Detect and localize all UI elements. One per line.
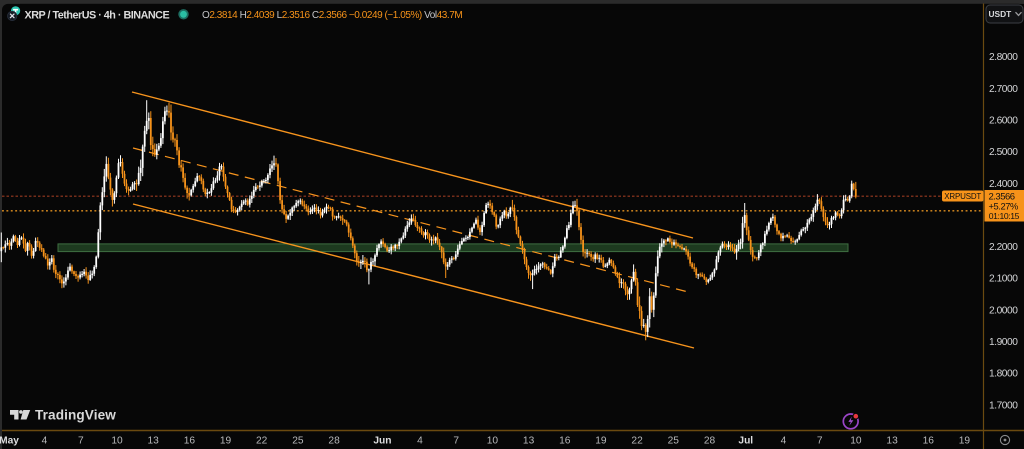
- svg-text:O2.3814 H2.4039 L2.3516 C2.356: O2.3814 H2.4039 L2.3516 C2.3566 −0.0249 …: [202, 10, 462, 21]
- svg-text:7: 7: [453, 436, 459, 447]
- svg-text:4: 4: [417, 436, 423, 447]
- svg-text:10: 10: [487, 436, 499, 447]
- svg-text:28: 28: [328, 436, 340, 447]
- svg-text:2.5000: 2.5000: [989, 147, 1018, 158]
- svg-text:7: 7: [817, 436, 823, 447]
- svg-text:XRP / TetherUS · 4h · BINANCE: XRP / TetherUS · 4h · BINANCE: [25, 9, 170, 21]
- svg-text:25: 25: [292, 436, 304, 447]
- svg-text:16: 16: [923, 436, 935, 447]
- svg-text:10: 10: [111, 436, 123, 447]
- svg-text:25: 25: [668, 436, 680, 447]
- svg-text:1.7000: 1.7000: [989, 400, 1018, 411]
- svg-text:13: 13: [523, 436, 535, 447]
- svg-text:7: 7: [78, 436, 84, 447]
- svg-text:2.4000: 2.4000: [989, 179, 1018, 190]
- svg-text:USDT: USDT: [989, 9, 1013, 19]
- svg-text:2.0000: 2.0000: [989, 305, 1018, 316]
- svg-text:16: 16: [559, 436, 571, 447]
- svg-text:22: 22: [631, 436, 643, 447]
- svg-text:2.7000: 2.7000: [989, 84, 1018, 95]
- svg-text:16: 16: [184, 436, 196, 447]
- svg-text:TradingView: TradingView: [35, 408, 116, 423]
- svg-text:10: 10: [850, 436, 862, 447]
- svg-text:1.9000: 1.9000: [989, 337, 1018, 348]
- svg-text:13: 13: [148, 436, 160, 447]
- svg-text:19: 19: [959, 436, 971, 447]
- svg-text:1.8000: 1.8000: [989, 369, 1018, 380]
- svg-text:XRPUSDT: XRPUSDT: [944, 192, 981, 201]
- svg-text:22: 22: [256, 436, 268, 447]
- svg-text:May: May: [0, 436, 19, 447]
- svg-text:2.6000: 2.6000: [989, 116, 1018, 127]
- svg-text:4: 4: [42, 436, 48, 447]
- svg-text:Jun: Jun: [373, 436, 391, 447]
- svg-text:13: 13: [886, 436, 898, 447]
- svg-text:2.8000: 2.8000: [989, 52, 1018, 63]
- svg-text:2.3566: 2.3566: [989, 192, 1015, 203]
- svg-text:01:10:15: 01:10:15: [989, 211, 1020, 221]
- svg-text:2.1000: 2.1000: [989, 274, 1018, 285]
- svg-text:4: 4: [781, 436, 787, 447]
- svg-text:+5.27%: +5.27%: [989, 201, 1019, 211]
- svg-text:19: 19: [220, 436, 232, 447]
- svg-text:Jul: Jul: [738, 436, 753, 447]
- svg-text:28: 28: [704, 436, 716, 447]
- svg-text:2.2000: 2.2000: [989, 242, 1018, 253]
- svg-text:19: 19: [595, 436, 607, 447]
